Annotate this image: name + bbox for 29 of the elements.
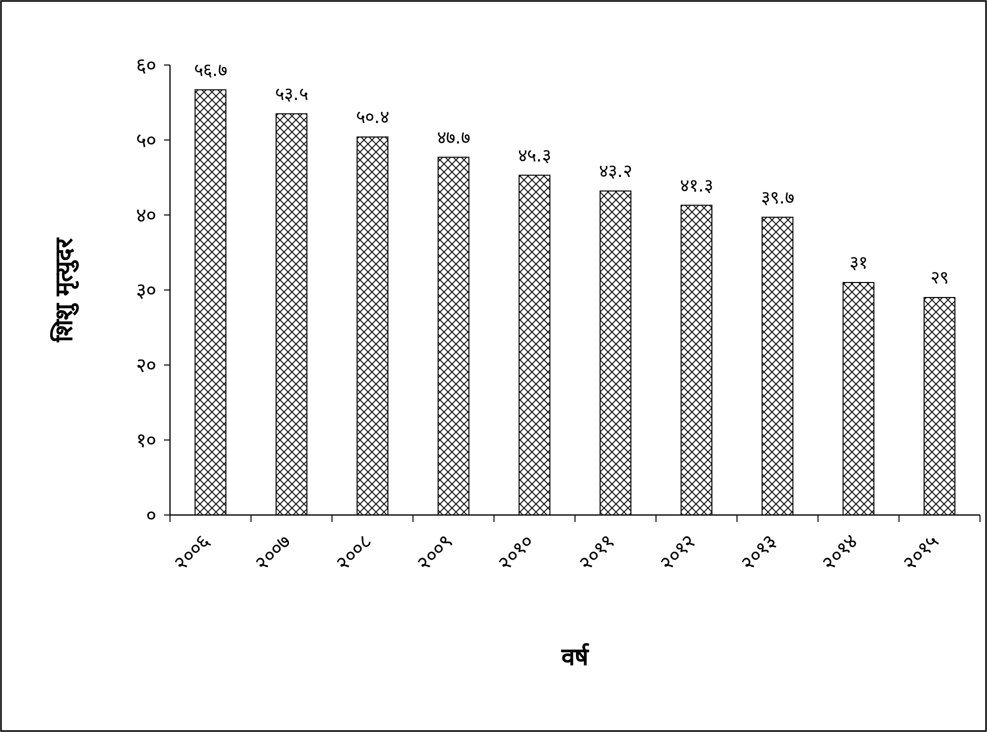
y-tick-label: ० bbox=[146, 503, 156, 527]
y-axis-title: शिशु मृत्युदर bbox=[50, 236, 79, 344]
x-axis-title: वर्ष bbox=[560, 643, 590, 671]
y-tick-label: २० bbox=[136, 353, 156, 377]
data-label: ५६.७ bbox=[194, 60, 227, 81]
data-label: ३१ bbox=[850, 252, 868, 274]
x-tick-label: २०११ bbox=[574, 530, 620, 575]
data-label: ४७.७ bbox=[437, 127, 470, 148]
y-tick-label: ३० bbox=[136, 278, 156, 302]
data-label: २९ bbox=[930, 268, 948, 288]
y-tick-label: ४० bbox=[136, 203, 156, 227]
data-label: ५३.५ bbox=[275, 84, 308, 105]
x-tick-label: २०१५ bbox=[898, 530, 944, 575]
y-tick-label: १० bbox=[136, 428, 156, 452]
x-tick-label: २००८ bbox=[330, 530, 376, 575]
x-tick-label: २०१४ bbox=[816, 530, 862, 575]
x-tick-label: २००९ bbox=[412, 530, 458, 575]
y-tick-label: ६० bbox=[136, 53, 156, 77]
data-label: ४५.३ bbox=[518, 145, 551, 166]
data-label: ४१.३ bbox=[680, 175, 713, 196]
x-tick-label: २०१० bbox=[492, 530, 538, 575]
x-tick-label: २०१२ bbox=[654, 530, 700, 575]
x-tick-label: २०१३ bbox=[736, 530, 782, 575]
x-tick-label: २००६ bbox=[168, 530, 214, 575]
y-tick-label: ५० bbox=[136, 128, 156, 152]
x-tick-label: २००७ bbox=[250, 530, 296, 575]
data-label: ५०.४ bbox=[356, 107, 389, 128]
data-label: ४३.२ bbox=[599, 161, 632, 182]
data-label: ३९.७ bbox=[761, 187, 794, 208]
